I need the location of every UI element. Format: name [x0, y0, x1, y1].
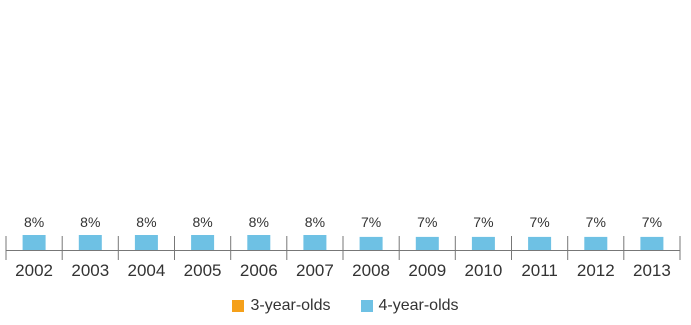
- tick-label-2012: 2012: [577, 261, 615, 280]
- bar-4-year-olds-2012: [584, 236, 608, 250]
- bar-4-year-olds-2003: [78, 235, 102, 250]
- bar-4-year-olds-2007: [303, 235, 327, 250]
- tick-label-2013: 2013: [633, 261, 671, 280]
- data-label-2009: 7%: [417, 214, 437, 230]
- tick-label-2007: 2007: [296, 261, 334, 280]
- legend-item-4-year-olds[interactable]: 4-year-olds: [360, 297, 459, 315]
- bars: [22, 235, 664, 250]
- tick-label-2003: 2003: [71, 261, 109, 280]
- data-label-2011: 7%: [529, 214, 549, 230]
- data-labels: 8% 8% 8% 8% 8% 8% 7% 7% 7% 7% 7% 7%: [24, 214, 662, 230]
- bar-4-year-olds-2013: [640, 236, 664, 250]
- data-label-2008: 7%: [361, 214, 381, 230]
- data-label-2012: 7%: [586, 214, 606, 230]
- bar-4-year-olds-2006: [247, 235, 271, 250]
- data-label-2013: 7%: [642, 214, 662, 230]
- data-label-2005: 8%: [192, 214, 212, 230]
- legend-swatch-3-year-olds: [232, 300, 245, 312]
- bar-4-year-olds-2011: [528, 236, 552, 250]
- data-label-2002: 8%: [24, 214, 44, 230]
- tick-label-2009: 2009: [408, 261, 446, 280]
- data-label-2004: 8%: [136, 214, 156, 230]
- bar-4-year-olds-2002: [22, 235, 46, 250]
- bar-4-year-olds-2008: [359, 236, 383, 250]
- x-tick-labels: 2002 2003 2004 2005 2006 2007 2008 2009 2010 2011…: [15, 261, 671, 280]
- data-label-2010: 7%: [473, 214, 493, 230]
- tick-label-2002: 2002: [15, 261, 53, 280]
- legend-item-3-year-olds[interactable]: 3-year-olds: [232, 297, 331, 315]
- legend: 3-year-olds 4-year-olds: [0, 297, 691, 315]
- bar-4-year-olds-2010: [471, 236, 495, 250]
- tick-label-2010: 2010: [464, 261, 502, 280]
- legend-label-3-year-olds: 3-year-olds: [250, 297, 331, 314]
- data-label-2007: 8%: [305, 214, 325, 230]
- bar-4-year-olds-2009: [415, 236, 439, 250]
- tick-label-2006: 2006: [240, 261, 278, 280]
- category-dividers: [5, 236, 681, 260]
- legend-label-4-year-olds: 4-year-olds: [378, 297, 459, 314]
- data-label-2003: 8%: [80, 214, 100, 230]
- tick-label-2005: 2005: [184, 261, 222, 280]
- tick-label-2004: 2004: [127, 261, 165, 280]
- bar-4-year-olds-2005: [191, 235, 215, 250]
- legend-swatch-4-year-olds: [360, 300, 373, 312]
- data-label-2006: 8%: [249, 214, 269, 230]
- tick-label-2011: 2011: [521, 261, 558, 280]
- bar-4-year-olds-2004: [134, 235, 158, 250]
- tick-label-2008: 2008: [352, 261, 390, 280]
